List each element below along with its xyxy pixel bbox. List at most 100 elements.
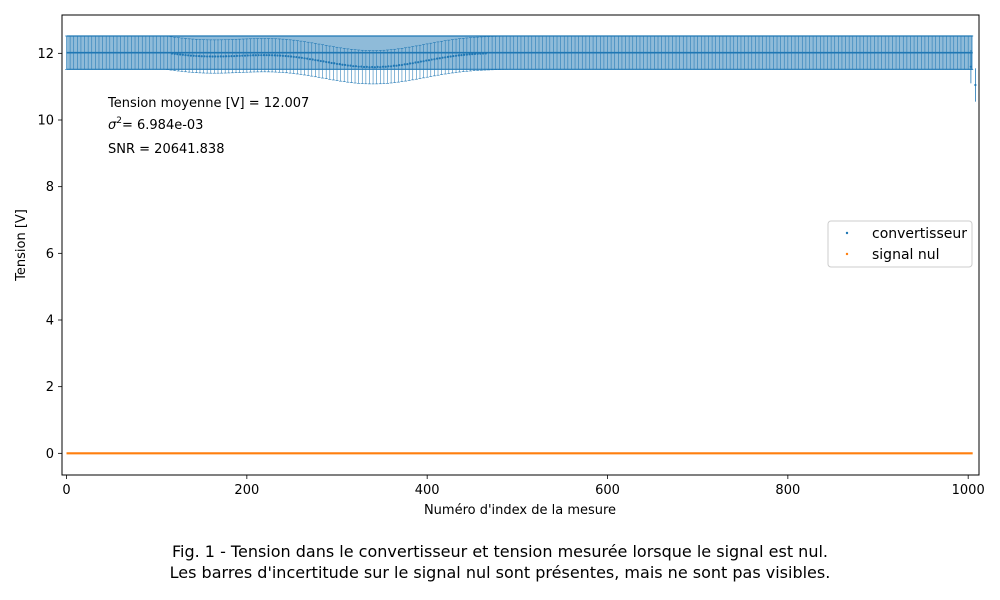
data-point-convertisseur	[384, 65, 387, 68]
data-point-convertisseur	[449, 55, 452, 58]
x-tick-label: 0	[62, 483, 70, 498]
data-point-convertisseur	[403, 63, 406, 66]
data-point-convertisseur	[341, 63, 344, 66]
data-point-convertisseur	[969, 65, 972, 68]
data-point-convertisseur	[295, 55, 298, 59]
caption-line-2: Les barres d'incertitude sur le signal n…	[169, 563, 831, 582]
data-point-convertisseur	[238, 54, 241, 57]
data-point-convertisseur	[179, 53, 182, 56]
data-point-convertisseur	[268, 54, 271, 57]
figure-caption: Fig. 1 - Tension dans le convertisseur e…	[0, 541, 1000, 583]
data-point-convertisseur	[352, 65, 355, 68]
data-point-convertisseur	[187, 54, 190, 57]
data-point-convertisseur	[314, 58, 317, 62]
annotation-mean: Tension moyenne [V] = 12.007	[107, 96, 309, 111]
data-point-convertisseur	[265, 54, 268, 57]
data-point-convertisseur	[214, 55, 217, 58]
data-point-convertisseur	[281, 54, 285, 57]
data-point-convertisseur	[452, 54, 455, 58]
legend-label-signal-nul: signal nul	[872, 247, 940, 263]
data-point-convertisseur	[203, 55, 206, 58]
data-point-convertisseur	[208, 55, 211, 58]
data-point-convertisseur	[411, 62, 414, 65]
data-point-convertisseur	[303, 57, 306, 60]
data-point-convertisseur	[287, 55, 290, 58]
data-point-convertisseur	[473, 52, 477, 56]
data-point-convertisseur	[254, 54, 257, 57]
data-point-convertisseur	[211, 55, 214, 58]
data-point-convertisseur	[414, 61, 417, 64]
data-point-convertisseur	[484, 52, 487, 55]
y-tick-label: 0	[46, 447, 54, 462]
data-point-convertisseur	[298, 56, 301, 59]
data-point-convertisseur	[365, 65, 368, 68]
y-tick-label: 2	[46, 380, 54, 395]
data-point-convertisseur	[325, 60, 328, 64]
data-point-convertisseur	[176, 53, 179, 56]
caption-line-1: Fig. 1 - Tension dans le convertisseur e…	[171, 542, 828, 561]
data-point-convertisseur	[276, 54, 279, 57]
data-point-convertisseur	[257, 54, 260, 57]
y-tick-label: 12	[37, 47, 54, 62]
data-point-convertisseur	[311, 58, 314, 61]
data-point-convertisseur	[463, 53, 466, 56]
data-point-convertisseur	[349, 64, 352, 67]
data-point-convertisseur	[390, 65, 393, 68]
data-point-convertisseur	[241, 54, 244, 57]
data-point-convertisseur	[446, 55, 450, 58]
legend: convertisseur signal nul	[827, 220, 973, 268]
data-point-convertisseur	[322, 60, 325, 63]
data-point-convertisseur	[335, 62, 339, 66]
data-point-convertisseur	[408, 62, 412, 65]
data-point-convertisseur	[170, 52, 174, 55]
data-point-convertisseur	[195, 54, 198, 58]
data-point-convertisseur	[222, 55, 225, 58]
x-tick-label: 1000	[952, 483, 985, 498]
data-point-convertisseur	[362, 65, 366, 69]
data-point-convertisseur	[338, 63, 341, 66]
data-point-convertisseur	[273, 54, 276, 57]
data-point-convertisseur	[468, 53, 471, 56]
data-point-convertisseur	[379, 65, 382, 69]
data-point-convertisseur	[360, 65, 363, 68]
data-point-convertisseur	[327, 61, 330, 64]
legend-marker-convertisseur	[845, 231, 849, 235]
data-point-convertisseur	[216, 55, 220, 58]
annotation-variance: σ2= 6.984e-03	[108, 116, 203, 133]
data-point-convertisseur	[316, 59, 320, 62]
y-tick-label: 10	[37, 114, 54, 129]
data-point-convertisseur	[425, 59, 428, 62]
data-point-convertisseur	[417, 61, 420, 64]
data-point-convertisseur	[479, 52, 482, 55]
data-point-convertisseur	[433, 58, 436, 61]
data-point-convertisseur	[373, 66, 376, 69]
data-point-convertisseur	[252, 54, 255, 57]
data-point-convertisseur	[306, 57, 309, 60]
x-tick-label: 400	[415, 483, 440, 498]
data-point-convertisseur	[354, 65, 358, 68]
y-tick-label: 8	[46, 180, 54, 195]
data-point-convertisseur	[333, 62, 336, 65]
data-point-convertisseur	[197, 54, 201, 58]
data-point-convertisseur	[249, 54, 252, 57]
data-point-convertisseur	[243, 54, 247, 57]
data-point-convertisseur	[330, 61, 333, 65]
chart: 0 200 400 600 800 1000 0 2 4 6 8 10 12 Numéro d'ind…	[14, 14, 985, 518]
data-point-convertisseur	[460, 54, 463, 57]
y-axis-ticks: 0 2 4 6 8 10 12	[37, 47, 62, 462]
data-point-convertisseur	[476, 52, 479, 55]
x-axis-label: Numéro d'index de la mesure	[424, 503, 616, 518]
y-tick-label: 6	[46, 247, 54, 262]
data-point-convertisseur	[346, 64, 349, 67]
x-tick-label: 200	[234, 483, 259, 498]
data-point-convertisseur	[422, 60, 425, 63]
data-point-convertisseur	[368, 66, 371, 69]
data-point-convertisseur	[430, 58, 433, 61]
data-point-convertisseur	[233, 54, 236, 58]
legend-box	[827, 220, 973, 268]
data-point-convertisseur	[284, 54, 287, 58]
data-point-convertisseur	[400, 63, 404, 67]
data-point-convertisseur	[392, 64, 395, 67]
data-point-convertisseur	[471, 53, 474, 56]
points-layer	[66, 35, 977, 87]
